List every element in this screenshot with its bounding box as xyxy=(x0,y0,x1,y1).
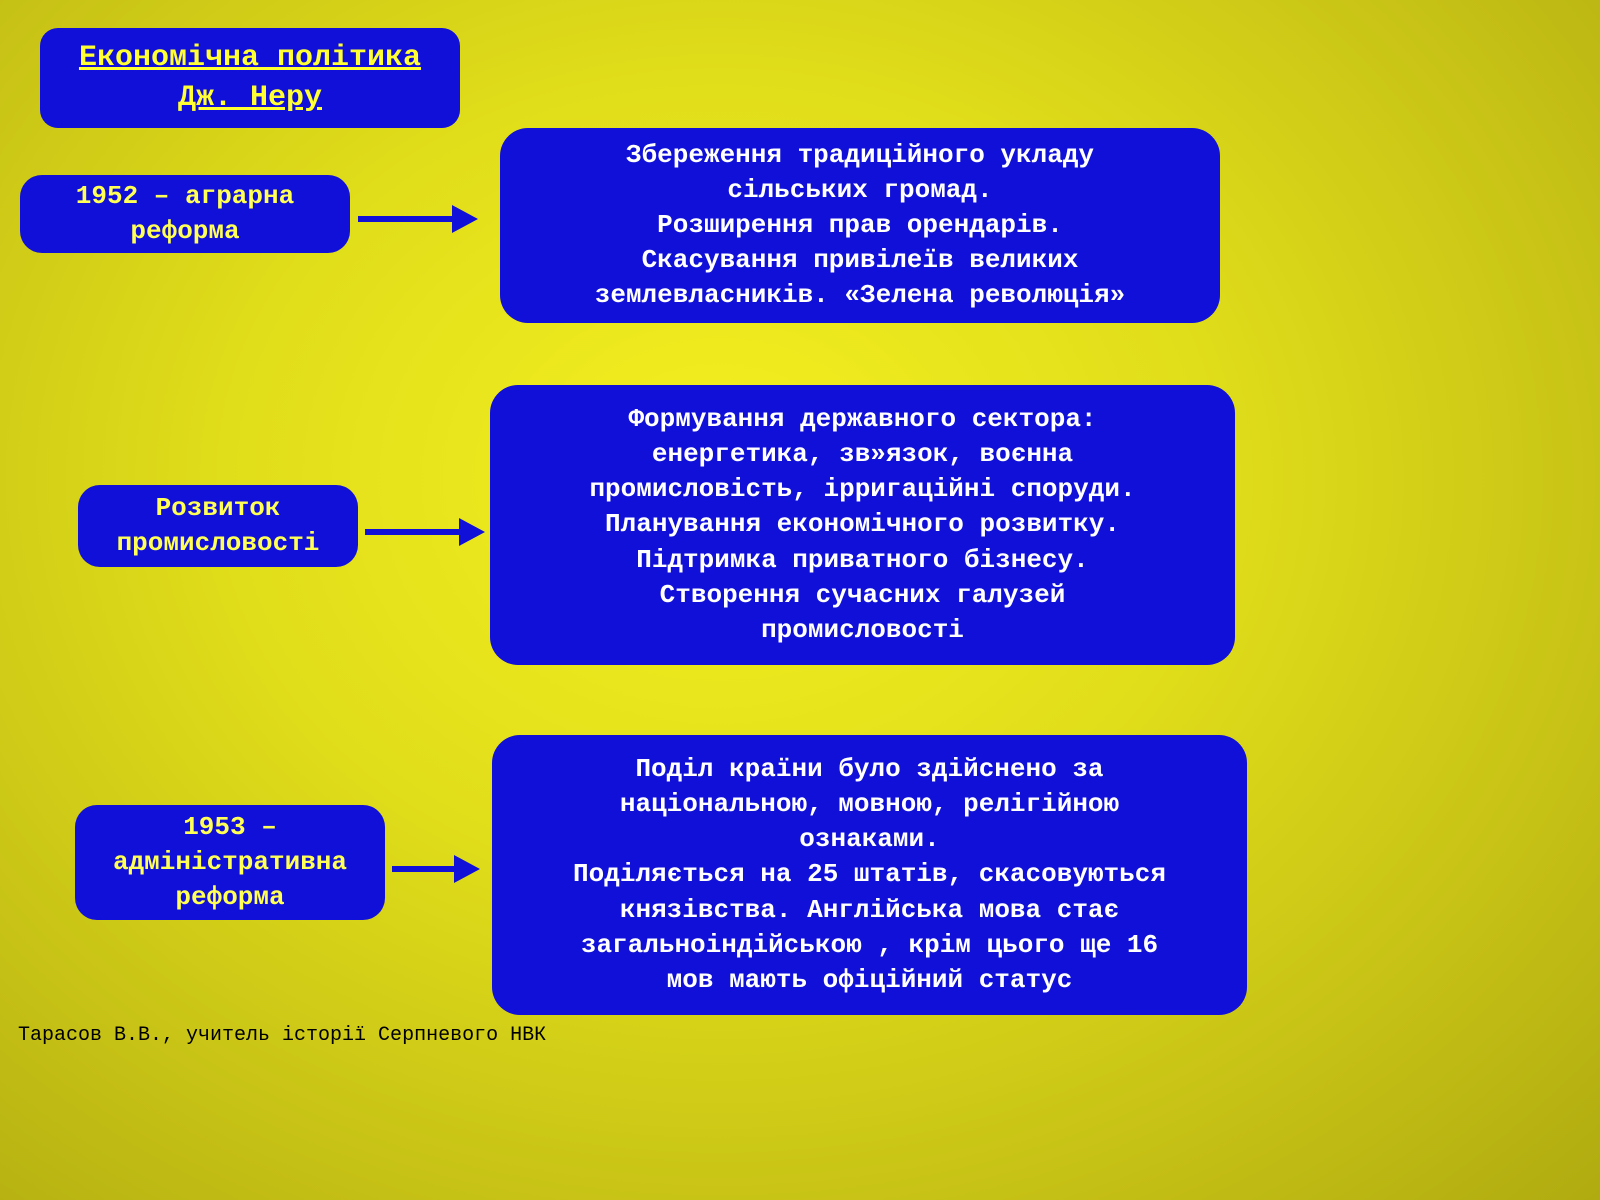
text-line: адміністративна xyxy=(113,845,347,880)
arrow-2 xyxy=(365,518,485,546)
text-line: землевласників. «Зелена революція» xyxy=(595,278,1126,313)
arrow-line xyxy=(365,529,465,535)
right-box-3: Поділ країни було здійснено занаціональн… xyxy=(492,735,1247,1015)
text-line: Розширення прав орендарів. xyxy=(657,208,1063,243)
arrow-3 xyxy=(392,855,480,883)
text-line: промисловість, ірригаційні споруди. xyxy=(589,472,1135,507)
arrow-1 xyxy=(358,205,478,233)
title-box: Економічна політика Дж. Неру xyxy=(40,28,460,128)
right-box-2: Формування державного сектора:енергетика… xyxy=(490,385,1235,665)
text-line: реформа xyxy=(175,880,284,915)
text-line: ознаками. xyxy=(799,822,939,857)
text-line: Підтримка приватного бізнесу. xyxy=(636,543,1088,578)
title-line-1: Економічна політика xyxy=(79,38,421,79)
text-line: 1953 – xyxy=(183,810,277,845)
text-line: Створення сучасних галузей xyxy=(660,578,1066,613)
text-line: Розвиток xyxy=(156,491,281,526)
text-line: Формування державного сектора: xyxy=(628,402,1096,437)
footer-credit: Тарасов В.В., учитель історії Серпневого… xyxy=(18,1024,546,1047)
arrow-line xyxy=(358,216,458,222)
text-line: мов мають офіційний статус xyxy=(667,963,1073,998)
text-line: сільських громад. xyxy=(727,173,992,208)
text-line: князівства. Англійська мова стає xyxy=(620,893,1119,928)
text-line: національною, мовною, релігійною xyxy=(620,787,1119,822)
text-line: реформа xyxy=(130,214,239,249)
arrow-head-icon xyxy=(459,518,485,546)
text-line: Скасування привілеїв великих xyxy=(642,243,1079,278)
text-line: Збереження традиційного укладу xyxy=(626,138,1094,173)
text-line: загальноіндійською , крім цього ще 16 xyxy=(581,928,1158,963)
text-line: Поділ країни було здійснено за xyxy=(635,752,1103,787)
left-box-1: 1952 – аграрнареформа xyxy=(20,175,350,253)
arrow-head-icon xyxy=(454,855,480,883)
left-box-3: 1953 –адміністративнареформа xyxy=(75,805,385,920)
text-line: 1952 – аграрна xyxy=(76,179,294,214)
arrow-line xyxy=(392,866,460,872)
text-line: Поділяється на 25 штатів, скасовуються xyxy=(573,857,1166,892)
left-box-2: Розвитокпромисловості xyxy=(78,485,358,567)
arrow-head-icon xyxy=(452,205,478,233)
text-line: промисловості xyxy=(761,613,964,648)
title-line-2: Дж. Неру xyxy=(178,78,322,119)
text-line: Планування економічного розвитку. xyxy=(605,507,1120,542)
right-box-1: Збереження традиційного укладусільських … xyxy=(500,128,1220,323)
text-line: енергетика, зв»язок, воєнна xyxy=(652,437,1073,472)
text-line: промисловості xyxy=(117,526,320,561)
